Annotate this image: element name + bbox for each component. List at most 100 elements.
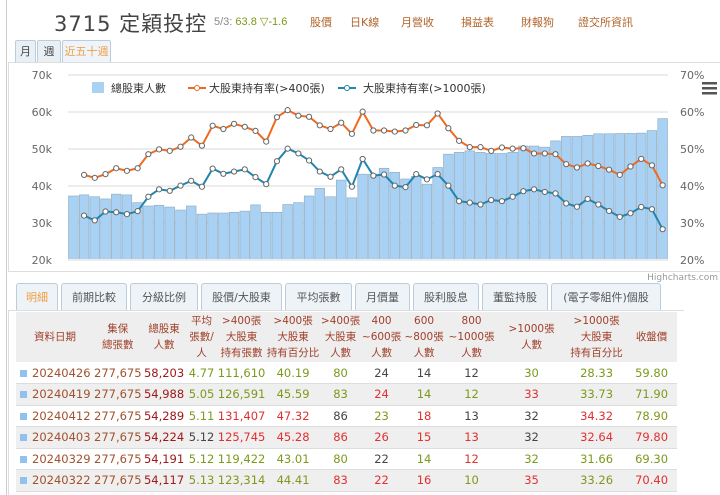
pct-400-point[interactable] (145, 151, 152, 158)
pct-400-point[interactable] (134, 165, 141, 172)
pct-400-point[interactable] (402, 127, 409, 134)
holders-bar[interactable] (218, 212, 229, 262)
pct-400-point[interactable] (659, 182, 666, 189)
tab-director-holdings[interactable]: 董監持股 (482, 283, 548, 311)
tab-dividends[interactable]: 股利股息 (413, 283, 479, 311)
holders-bar[interactable] (614, 133, 625, 262)
pct-400-point[interactable] (241, 123, 248, 130)
table-row[interactable]: 20240412 277,675 54,289 5.11 131,407 47.32 86 2… (16, 405, 677, 427)
tab-level-ratio[interactable]: 分級比例 (130, 283, 198, 311)
holders-bar[interactable] (207, 212, 218, 262)
pct-400-point[interactable] (498, 144, 506, 151)
link-statementdog[interactable]: 財報狗 (521, 16, 554, 29)
pct-1000-point[interactable] (605, 207, 613, 215)
pct-1000-point[interactable] (370, 172, 377, 179)
pct-400-point[interactable] (455, 137, 463, 144)
holders-bar[interactable] (453, 152, 465, 262)
holders-bar[interactable] (121, 194, 133, 262)
link-kline[interactable]: 日K線 (350, 16, 380, 29)
pct-1000-point[interactable] (584, 195, 591, 203)
pct-400-point[interactable] (509, 145, 516, 152)
menu-icon[interactable] (702, 82, 717, 95)
holders-bar[interactable] (228, 211, 240, 262)
holders-bar[interactable] (443, 153, 454, 262)
holders-bar[interactable] (78, 194, 90, 262)
pct-1000-point[interactable] (455, 198, 463, 205)
column-header[interactable]: 集保 總張數 (94, 312, 142, 362)
link-monthly-revenue[interactable]: 月營收 (401, 16, 434, 29)
pct-400-point[interactable] (584, 160, 591, 167)
tab-previous-compare[interactable]: 前期比較 (61, 283, 127, 311)
pct-400-point[interactable] (155, 146, 163, 153)
pct-1000-point[interactable] (198, 183, 206, 190)
pct-400-point[interactable] (445, 125, 452, 132)
holders-bar[interactable] (368, 173, 379, 262)
pct-400-point[interactable] (466, 144, 473, 151)
tab-month[interactable]: 月 (15, 40, 36, 63)
pct-1000-point[interactable] (380, 171, 388, 178)
column-header[interactable]: 收盤價 (626, 312, 677, 362)
holders-bar[interactable] (486, 153, 497, 262)
pct-1000-point[interactable] (145, 193, 152, 200)
holders-bar[interactable] (239, 210, 250, 262)
pct-400-point[interactable] (434, 110, 441, 117)
pct-400-point[interactable] (273, 114, 281, 121)
holders-bar[interactable] (411, 176, 422, 262)
column-header[interactable]: >400張 大股東 持有百分比 (266, 312, 320, 362)
pct-1000-point[interactable] (595, 201, 602, 208)
holders-bar[interactable] (378, 167, 390, 262)
pct-400-point[interactable] (198, 142, 206, 149)
pct-1000-point[interactable] (123, 211, 131, 218)
pct-400-point[interactable] (530, 150, 538, 157)
holders-bar[interactable] (603, 133, 615, 262)
holders-bar[interactable] (175, 209, 186, 262)
pct-1000-point[interactable] (359, 155, 366, 163)
pct-400-point[interactable] (488, 147, 495, 154)
pct-1000-point[interactable] (552, 190, 559, 197)
pct-1000-point[interactable] (295, 150, 302, 157)
table-row[interactable]: 20240403 277,675 54,224 5.12 125,745 45.28 86 2… (16, 426, 677, 449)
pct-400-point[interactable] (370, 127, 377, 134)
pct-1000-point[interactable] (509, 193, 516, 200)
table-row[interactable]: 20240322 277,675 54,117 5.13 123,314 44.41 83 2… (16, 469, 677, 492)
pct-1000-point[interactable] (445, 182, 452, 189)
pct-400-point[interactable] (648, 162, 656, 169)
pct-400-point[interactable] (177, 143, 184, 150)
holders-bar[interactable] (496, 153, 508, 262)
holders-bar[interactable] (646, 130, 658, 262)
pct-1000-point[interactable] (91, 217, 98, 224)
holders-bar[interactable] (100, 198, 111, 262)
column-header[interactable]: >1000張 人數 (496, 312, 567, 362)
link-price[interactable]: 股價 (310, 16, 332, 29)
holders-bar[interactable] (111, 193, 122, 262)
pct-1000-point[interactable] (230, 168, 238, 175)
pct-1000-point[interactable] (80, 212, 88, 219)
pct-1000-point[interactable] (648, 206, 656, 213)
pct-400-point[interactable] (230, 120, 238, 127)
column-header[interactable]: >400張 大股東 持有張數 (216, 312, 267, 362)
pct-1000-point[interactable] (134, 208, 141, 215)
pct-1000-point[interactable] (413, 171, 420, 178)
pct-400-point[interactable] (616, 171, 623, 178)
pct-1000-point[interactable] (327, 173, 334, 180)
holders-bar[interactable] (625, 133, 636, 262)
pct-1000-point[interactable] (348, 183, 356, 190)
tab-industry-stocks[interactable]: (電子零組件)個股 (551, 283, 661, 311)
legend-pct-400[interactable]: 大股東持有率(>400張) (209, 81, 325, 95)
table-row[interactable]: 20240426 277,675 58,203 4.77 111,610 40.19 80 2… (16, 362, 677, 384)
pct-400-point[interactable] (573, 164, 581, 171)
pct-1000-point[interactable] (434, 171, 441, 178)
pct-400-point[interactable] (348, 130, 356, 137)
holders-bar[interactable] (357, 173, 368, 262)
holders-bar[interactable] (325, 196, 336, 262)
holders-bar[interactable] (593, 133, 604, 262)
pct-1000-point[interactable] (155, 186, 163, 193)
holders-bar[interactable] (389, 172, 400, 262)
pct-400-point[interactable] (413, 121, 420, 129)
column-header[interactable]: 平均 張數/人 (186, 312, 217, 362)
pct-1000-point[interactable] (220, 170, 227, 177)
pct-400-point[interactable] (113, 165, 120, 172)
pct-400-point[interactable] (284, 107, 291, 114)
pct-400-point[interactable] (552, 151, 559, 158)
holders-bar[interactable] (400, 178, 411, 262)
